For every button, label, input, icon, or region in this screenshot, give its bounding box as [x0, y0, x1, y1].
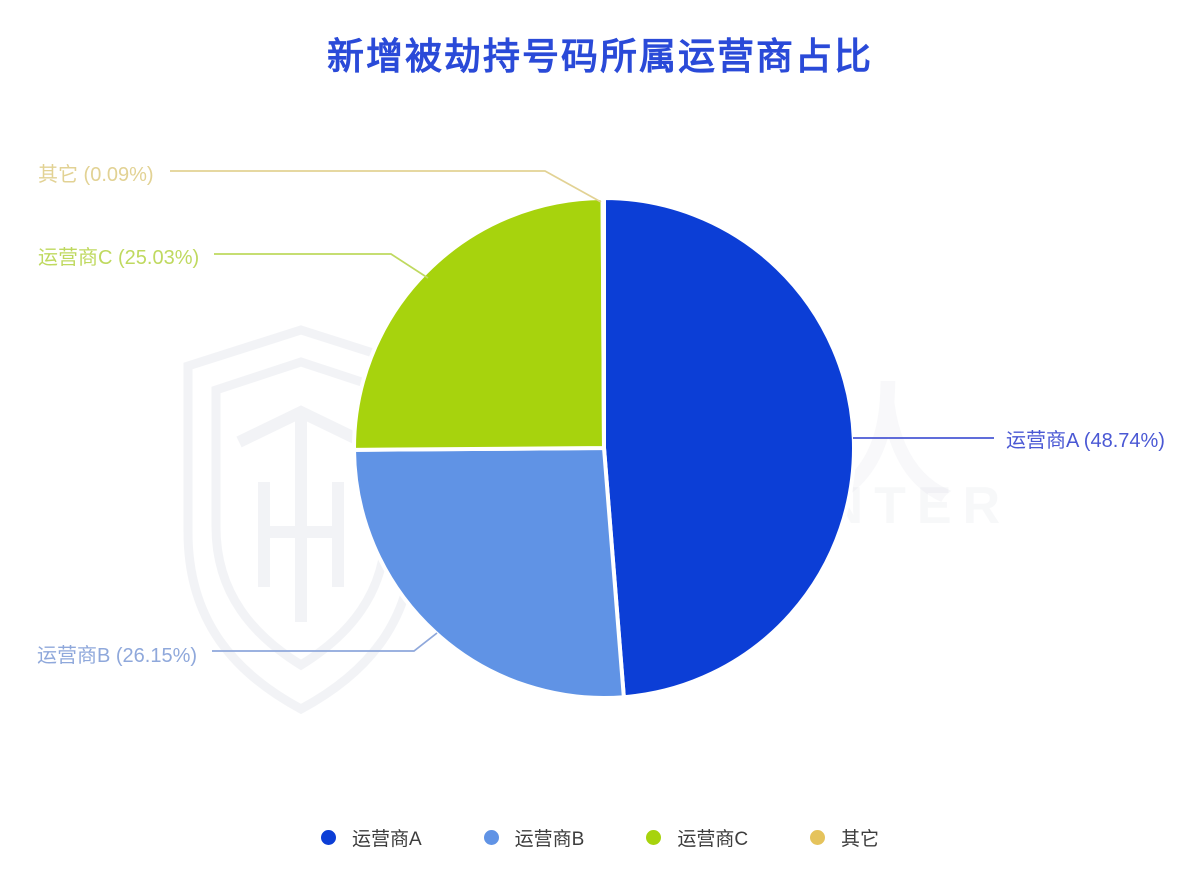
legend-dot-operator-b [483, 830, 499, 845]
legend-dot-operator-c [646, 830, 662, 845]
legend-item-operator-a[interactable]: 运营商A [320, 824, 422, 851]
callout-label-operator-a: 运营商A (48.74%) [1006, 430, 1165, 452]
callout-label-operator-c: 运营商C (25.03%) [38, 247, 200, 269]
legend-label-other: 其它 [841, 829, 880, 850]
leader-line-c [214, 253, 429, 279]
legend-label-operator-b: 运营商B [514, 829, 585, 850]
leader-line-b [212, 632, 438, 652]
pie-slice-c[interactable] [352, 196, 606, 452]
page-title: 新增被劫持号码所属运营商占比 [327, 36, 873, 77]
pie-slice-a[interactable] [602, 196, 856, 700]
callout-label-other: 其它 (0.09%) [38, 164, 154, 186]
legend-item-operator-b[interactable]: 运营商B [483, 824, 585, 851]
legend-label-operator-a: 运营商A [351, 829, 422, 850]
legend-dot-other [810, 830, 826, 845]
legend-label-operator-c: 运营商C [677, 829, 749, 850]
legend: 运营商A 运营商B 运营商C 其它 [0, 824, 1200, 851]
legend-dot-operator-a [320, 830, 336, 845]
pie-slice-b[interactable] [352, 446, 626, 700]
pie-slice-other[interactable] [600, 195, 606, 450]
legend-item-operator-c[interactable]: 运营商C [646, 824, 748, 851]
leader-line-other [170, 170, 602, 203]
callout-label-operator-b: 运营商B (26.15%) [37, 645, 198, 667]
legend-item-other[interactable]: 其它 [810, 824, 879, 851]
